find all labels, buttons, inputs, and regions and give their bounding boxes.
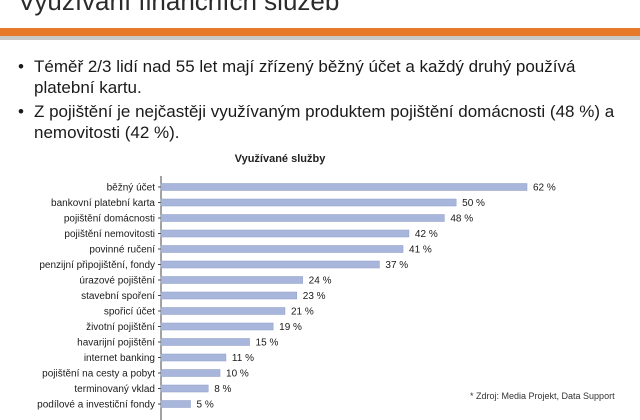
bar xyxy=(160,322,274,331)
category-label: pojištění nemovitosti xyxy=(64,229,155,240)
category-label: terminovaný vklad xyxy=(74,384,155,395)
bar xyxy=(160,198,457,207)
bar xyxy=(160,369,221,377)
category-label: havarijní pojištění xyxy=(77,338,155,349)
bullet-dot: • xyxy=(18,57,24,76)
value-label: 11 % xyxy=(232,353,254,364)
bar xyxy=(160,307,286,315)
slide-title-strip: Využívání finančních služeb xyxy=(0,0,640,28)
value-label: 50 % xyxy=(462,198,485,209)
value-label: 24 % xyxy=(309,276,332,287)
title-accent-band xyxy=(0,28,640,36)
bar xyxy=(160,353,227,362)
bar xyxy=(160,245,404,253)
bar xyxy=(160,384,209,393)
bar xyxy=(160,338,250,346)
bullet-dot: • xyxy=(18,102,24,121)
bar xyxy=(160,214,445,222)
bar xyxy=(160,183,528,191)
value-label: 19 % xyxy=(279,322,302,333)
category-label: životní pojištění xyxy=(86,322,155,333)
bar-chart: běžný účet 62 % bankovní platební karta 50 … xyxy=(37,176,556,420)
bullet-point: • Téměř 2/3 lidí nad 55 let mají zřízený… xyxy=(18,56,628,98)
value-label: 37 % xyxy=(385,260,408,271)
value-label: 48 % xyxy=(450,214,473,225)
category-label: bankovní platební karta xyxy=(51,198,155,209)
category-label: běžný účet xyxy=(107,183,156,194)
title-rule xyxy=(0,36,640,40)
category-label: povinné ručení xyxy=(89,245,155,256)
value-label: 8 % xyxy=(214,384,231,395)
category-label: internet banking xyxy=(84,353,155,364)
bullet-text: Z pojištění je nejčastěji využívaným pro… xyxy=(34,102,615,142)
bar xyxy=(160,400,191,408)
category-label: stavební spoření xyxy=(81,291,155,302)
value-label: 23 % xyxy=(303,291,326,302)
bullet-point: • Z pojištění je nejčastěji využívaným p… xyxy=(18,101,628,143)
source-note: * Zdroj: Media Projekt, Data Support xyxy=(470,391,615,401)
bar xyxy=(160,260,380,269)
value-label: 15 % xyxy=(256,338,279,349)
category-label: podílové a investiční fondy xyxy=(37,400,155,411)
category-label: pojištění na cesty a pobyt xyxy=(42,369,155,380)
category-label: úrazové pojištění xyxy=(79,276,155,287)
bar xyxy=(160,229,410,238)
bar xyxy=(160,276,303,284)
chart-title: Využívané služby xyxy=(234,153,326,165)
value-label: 42 % xyxy=(415,229,438,240)
value-label: 21 % xyxy=(291,307,314,318)
bullet-text: Téměř 2/3 lidí nad 55 let mají zřízený b… xyxy=(34,57,576,97)
value-label: 10 % xyxy=(226,369,249,380)
value-label: 62 % xyxy=(533,183,556,194)
bar xyxy=(160,291,298,300)
category-label: penzijní připojištění, fondy xyxy=(39,260,155,271)
slide-title: Využívání finančních služeb xyxy=(18,0,340,16)
category-label: spořicí účet xyxy=(104,307,155,318)
category-label: pojištění domácnosti xyxy=(64,214,155,225)
value-label: 41 % xyxy=(409,245,432,256)
value-label: 5 % xyxy=(197,400,214,411)
